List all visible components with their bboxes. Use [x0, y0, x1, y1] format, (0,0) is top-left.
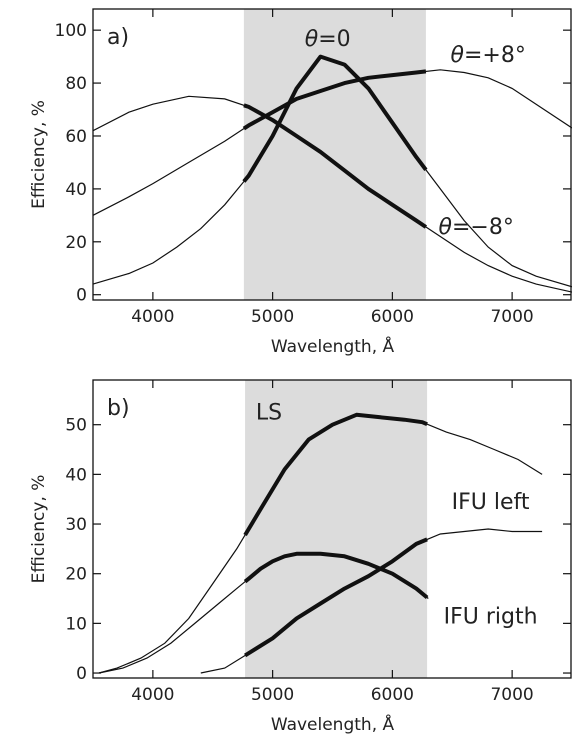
- y-tick-label: 0: [76, 664, 87, 684]
- annotations-group: θ=0 θ=+8° θ=−8°: [305, 27, 526, 240]
- y-tick-label: 60: [65, 127, 87, 147]
- series-band-highlight-ifu-left: [243, 551, 429, 600]
- x-tick-label: 7000: [490, 307, 533, 327]
- ticks-group: 4000 5000 6000 7000 0 10 20 30 40 50: [65, 380, 571, 705]
- x-tick-label: 5000: [251, 685, 294, 705]
- annotation-ls: LS: [256, 401, 282, 426]
- y-tick-label: 50: [65, 416, 87, 436]
- x-tick-label: 4000: [131, 307, 174, 327]
- wavelength-band-shading: [245, 380, 428, 678]
- y-tick-label: 30: [65, 515, 87, 535]
- x-tick-label: 6000: [371, 307, 414, 327]
- series-band-highlight-thetaminus: [243, 103, 428, 229]
- y-axis-label: Efficiency, %: [29, 100, 49, 209]
- y-tick-label: 40: [65, 465, 87, 485]
- y-axis-label: Efficiency, %: [29, 475, 49, 584]
- series-band-highlight-ls: [243, 412, 428, 537]
- series-group: [98, 412, 543, 674]
- annotation-thetaplus: θ=+8°: [451, 43, 526, 68]
- y-tick-label: 10: [65, 614, 87, 634]
- series-band-highlight-ifu-rigth: [244, 537, 428, 658]
- y-tick-label: 40: [65, 180, 87, 200]
- annotations-group: LS IFU left IFU rigth: [256, 401, 538, 630]
- annotation-ifu-left: IFU left: [452, 490, 530, 515]
- annotation-ifu-rigth: IFU rigth: [444, 604, 538, 629]
- x-tick-label: 7000: [490, 685, 533, 705]
- plot-frame: [92, 8, 572, 301]
- x-tick-label: 6000: [371, 685, 414, 705]
- x-axis-label: Wavelength, Å: [271, 335, 395, 357]
- y-tick-label: 100: [55, 21, 87, 41]
- plot-frame: [92, 379, 572, 679]
- series-band-highlight-theta0: [242, 54, 428, 183]
- y-tick-label: 80: [65, 74, 87, 94]
- series-band-highlight-thetaplus: [242, 69, 427, 131]
- y-tick-label: 20: [65, 233, 87, 253]
- series-group: [92, 54, 572, 293]
- y-tick-label: 20: [65, 565, 87, 585]
- panel-a: 4000 5000 6000 7000 0 20 40 60 80 100 a) θ=0 θ=+8°…: [29, 8, 572, 357]
- y-tick-label: 0: [76, 286, 87, 306]
- panel-b: 4000 5000 6000 7000 0 10 20 30 40 50 b) LS IFU lef…: [29, 379, 572, 735]
- wavelength-band-shading: [243, 9, 426, 300]
- panel-label: b): [107, 396, 130, 421]
- annotation-thetaminus: θ=−8°: [439, 215, 514, 240]
- x-tick-label: 5000: [251, 307, 294, 327]
- x-axis-label: Wavelength, Å: [271, 713, 395, 735]
- ticks-group: 4000 5000 6000 7000 0 20 40 60 80 100: [55, 9, 571, 327]
- annotation-theta0: θ=0: [305, 27, 351, 52]
- x-tick-label: 4000: [131, 685, 174, 705]
- panel-label: a): [107, 25, 129, 50]
